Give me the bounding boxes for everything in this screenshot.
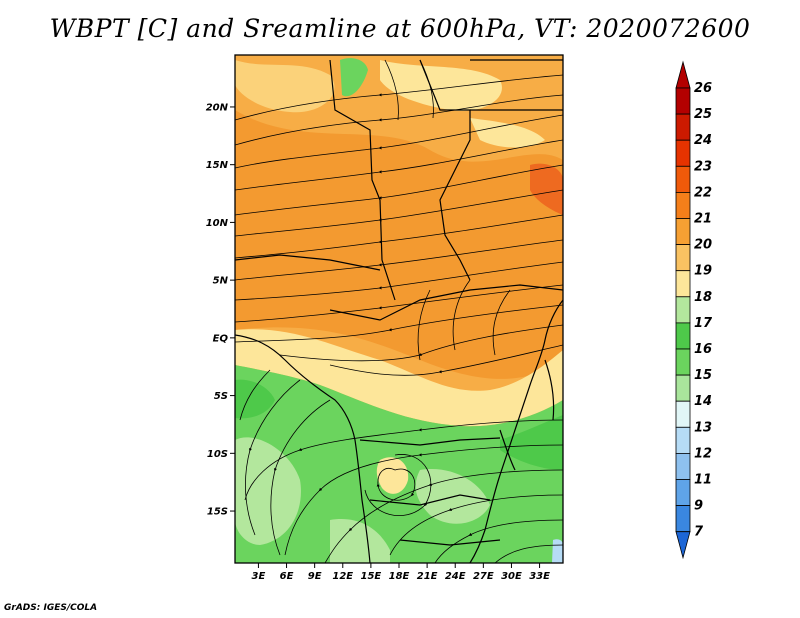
- lat-label: 5N: [213, 276, 229, 287]
- colorbar-label: 23: [694, 159, 712, 174]
- lon-label: 15E: [361, 571, 382, 582]
- colorbar-label: 24: [694, 133, 712, 148]
- colorbar-swatch: [675, 505, 691, 533]
- colorbar-swatch: [675, 296, 691, 324]
- lon-label: 21E: [417, 571, 438, 582]
- colorbar: 26 25 24 23 22 21 20 19 18 17 16 15 14 13 12 11 9 7: [675, 60, 713, 560]
- colorbar-swatch: [675, 139, 691, 167]
- lon-label: 24E: [445, 571, 466, 582]
- colorbar-label: 13: [694, 420, 712, 435]
- lon-label: 27E: [473, 571, 494, 582]
- colorbar-swatch: [675, 322, 691, 350]
- credit-label: GrADS: IGES/COLA: [4, 603, 98, 613]
- lon-label: 9E: [308, 571, 322, 582]
- lat-label: 15S: [207, 507, 228, 518]
- lat-label: 10N: [206, 218, 229, 229]
- colorbar-swatch: [675, 113, 691, 141]
- colorbar-swatch: [675, 479, 691, 507]
- colorbar-bottom-arrow: [675, 531, 691, 560]
- wbpt-field: [235, 55, 563, 563]
- colorbar-label: 14: [694, 394, 712, 409]
- colorbar-label: 21: [694, 212, 712, 227]
- lat-label: 15N: [206, 160, 229, 171]
- colorbar-label: 7: [694, 525, 704, 540]
- colorbar-label: 19: [694, 264, 712, 279]
- lon-label: 3E: [252, 571, 266, 582]
- colorbar-swatch: [675, 374, 691, 402]
- lat-label: 20N: [206, 102, 229, 113]
- colorbar-swatch: [675, 270, 691, 298]
- lon-label: 18E: [389, 571, 410, 582]
- colorbar-top-arrow: [675, 60, 691, 89]
- colorbar-label: 22: [694, 185, 712, 200]
- lat-label: EQ: [213, 333, 229, 344]
- chart-title: WBPT [C] and Sreamline at 600hPa, VT: 20…: [49, 14, 751, 43]
- colorbar-swatch: [675, 348, 691, 376]
- lon-label: 33E: [529, 571, 550, 582]
- colorbar-label: 11: [694, 473, 712, 488]
- colorbar-swatch: [675, 165, 691, 193]
- lon-label: 6E: [280, 571, 294, 582]
- colorbar-label: 26: [694, 81, 712, 96]
- colorbar-label: 18: [694, 290, 712, 305]
- colorbar-swatch: [675, 452, 691, 480]
- lon-label: 12E: [332, 571, 353, 582]
- colorbar-swatch: [675, 87, 691, 115]
- colorbar-label: 17: [694, 316, 713, 331]
- lat-label: 5S: [214, 391, 228, 402]
- axis-ticks: 3E 6E 9E 12E 15E 18E 21E 24E 27E 30E 33E 20N 15N 10N 5…: [206, 102, 550, 582]
- colorbar-swatch: [675, 218, 691, 246]
- colorbar-swatch: [675, 426, 691, 454]
- colorbar-label: 20: [694, 238, 712, 253]
- colorbar-label: 25: [694, 107, 712, 122]
- colorbar-label: 15: [694, 368, 712, 383]
- lat-label: 10S: [207, 449, 228, 460]
- colorbar-swatch: [675, 191, 691, 219]
- colorbar-swatch: [675, 244, 691, 272]
- lon-label: 30E: [501, 571, 522, 582]
- colorbar-label: 12: [694, 446, 712, 461]
- colorbar-swatch: [675, 400, 691, 428]
- colorbar-label: 16: [694, 342, 712, 357]
- colorbar-label: 9: [694, 499, 703, 514]
